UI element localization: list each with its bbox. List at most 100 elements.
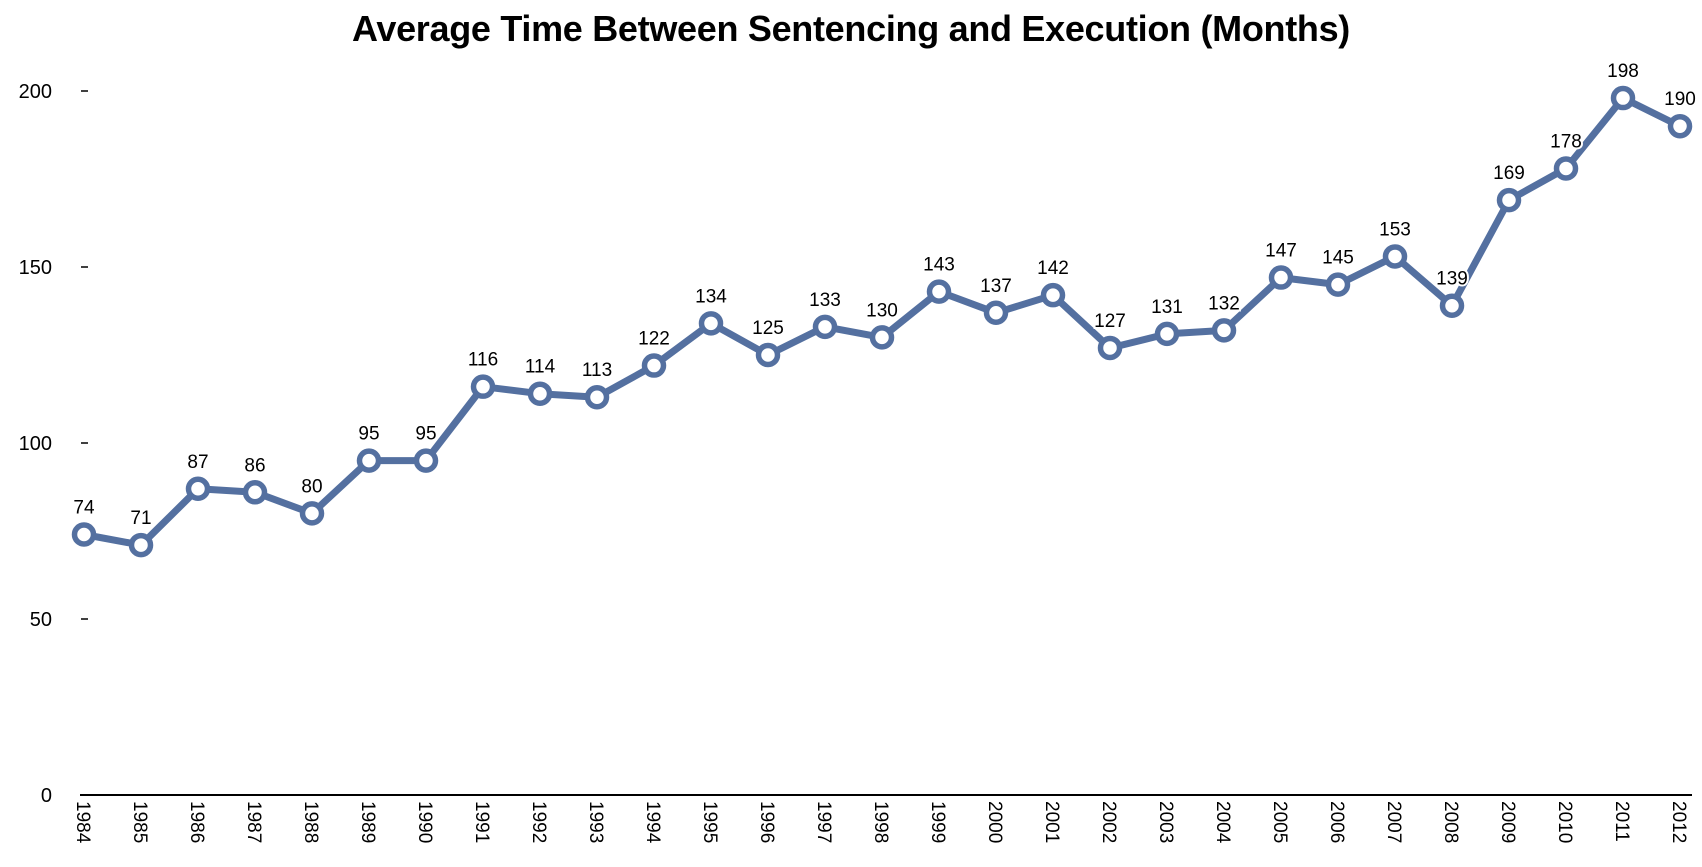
data-label: 132 bbox=[1208, 293, 1240, 314]
data-point-marker bbox=[1268, 265, 1294, 290]
data-label: 147 bbox=[1265, 241, 1297, 262]
data-point-marker bbox=[1382, 244, 1408, 269]
x-tick-label: 1995 bbox=[699, 801, 720, 843]
x-tick-label: 2001 bbox=[1041, 801, 1062, 843]
data-point-marker bbox=[698, 311, 724, 336]
chart-title: Average Time Between Sentencing and Exec… bbox=[352, 8, 1350, 49]
x-tick-label: 2012 bbox=[1668, 801, 1689, 843]
data-point-marker bbox=[983, 300, 1009, 326]
data-point-marker bbox=[641, 353, 667, 378]
data-label: 142 bbox=[1037, 258, 1069, 279]
data-point-marker bbox=[1553, 156, 1579, 181]
data-label: 130 bbox=[866, 300, 898, 321]
data-point-marker bbox=[1667, 113, 1693, 139]
data-label: 190 bbox=[1664, 89, 1696, 110]
x-tick-label: 2004 bbox=[1212, 801, 1233, 844]
x-tick-label: 2005 bbox=[1269, 801, 1290, 843]
data-label: 114 bbox=[525, 357, 556, 378]
data-label: 74 bbox=[73, 498, 95, 519]
x-tick-label: 1997 bbox=[813, 801, 834, 843]
data-point-marker bbox=[584, 384, 610, 410]
data-label: 153 bbox=[1379, 219, 1411, 240]
data-point-marker bbox=[1496, 187, 1522, 213]
data-point-marker bbox=[1211, 318, 1237, 343]
x-tick-label: 1988 bbox=[300, 801, 321, 843]
data-label: 134 bbox=[695, 286, 727, 307]
x-tick-label: 1992 bbox=[528, 801, 549, 843]
x-tick-label: 2006 bbox=[1326, 801, 1347, 843]
data-point-marker bbox=[1439, 293, 1465, 318]
data-label: 198 bbox=[1607, 61, 1639, 82]
x-tick-label: 2002 bbox=[1098, 801, 1119, 843]
data-label: 113 bbox=[582, 360, 612, 381]
y-tick-label: 100 bbox=[19, 433, 52, 455]
data-point-marker bbox=[527, 381, 553, 406]
y-tick-label: 0 bbox=[41, 785, 52, 807]
y-tick-label: 200 bbox=[19, 81, 52, 103]
data-label: 95 bbox=[415, 424, 436, 445]
data-point-marker bbox=[1325, 272, 1351, 297]
x-tick-label: 1984 bbox=[72, 801, 93, 844]
data-label: 139 bbox=[1436, 269, 1468, 290]
x-tick-label: 1985 bbox=[129, 801, 150, 843]
data-point-marker bbox=[812, 314, 838, 340]
data-label: 125 bbox=[752, 318, 784, 339]
y-tick-label: 50 bbox=[30, 609, 52, 631]
x-tick-label: 2010 bbox=[1554, 801, 1575, 843]
x-tick-label: 2009 bbox=[1497, 801, 1518, 843]
y-axis: 0 50 100 150 200 bbox=[19, 81, 88, 807]
data-label: 131 bbox=[1151, 297, 1183, 318]
x-tick-label: 1990 bbox=[414, 801, 435, 843]
data-label: 133 bbox=[809, 290, 841, 311]
x-tick-label: 1994 bbox=[642, 801, 663, 844]
data-point-marker bbox=[242, 480, 268, 505]
data-point-marker bbox=[869, 325, 895, 350]
data-point-marker bbox=[926, 279, 952, 304]
y-tick-label: 150 bbox=[19, 257, 52, 279]
x-tick-label: 2000 bbox=[984, 801, 1005, 843]
data-label: 116 bbox=[468, 350, 498, 371]
data-label: 143 bbox=[923, 255, 955, 276]
data-label: 80 bbox=[301, 476, 322, 497]
data-point-marker bbox=[71, 522, 97, 547]
data-label: 137 bbox=[980, 276, 1012, 297]
data-label: 71 bbox=[130, 508, 151, 529]
x-tick-label: 1996 bbox=[756, 801, 777, 843]
data-point-marker bbox=[356, 448, 382, 473]
x-tick-label: 2007 bbox=[1383, 801, 1404, 843]
x-tick-label: 2003 bbox=[1155, 801, 1176, 843]
x-tick-label: 1986 bbox=[186, 801, 207, 843]
data-label: 95 bbox=[358, 424, 379, 445]
data-label: 122 bbox=[638, 329, 670, 350]
data-series bbox=[71, 85, 1693, 558]
data-point-marker bbox=[470, 374, 496, 399]
data-point-marker bbox=[1154, 321, 1180, 347]
data-point-marker bbox=[299, 501, 325, 526]
x-tick-label: 2011 bbox=[1611, 801, 1632, 842]
x-tick-label: 1993 bbox=[585, 801, 606, 843]
data-point-marker bbox=[1040, 282, 1066, 308]
x-axis: 1984 1985 1986 1987 1988 1989 1990 1991 1992 1993… bbox=[72, 794, 1692, 844]
series-line bbox=[80, 94, 1684, 549]
x-tick-label: 1991 bbox=[471, 801, 492, 843]
data-point-marker bbox=[128, 532, 154, 558]
data-label: 86 bbox=[244, 455, 265, 476]
data-point-marker bbox=[755, 342, 781, 368]
x-tick-label: 1987 bbox=[243, 801, 264, 843]
data-label: 145 bbox=[1322, 248, 1354, 269]
data-point-marker bbox=[413, 448, 439, 473]
data-labels: 74 71 87 86 80 95 95 116 114 113 122 134 125 133 130 14… bbox=[71, 59, 1697, 531]
data-point-marker bbox=[1097, 335, 1123, 361]
x-tick-label: 1989 bbox=[357, 801, 378, 843]
data-label: 169 bbox=[1493, 163, 1525, 184]
x-tick-label: 2008 bbox=[1440, 801, 1461, 843]
x-tick-label: 1999 bbox=[927, 801, 948, 843]
x-tick-label: 1998 bbox=[870, 801, 891, 843]
data-label: 178 bbox=[1550, 131, 1582, 152]
data-point-marker bbox=[185, 476, 211, 502]
data-point-marker bbox=[1610, 85, 1636, 111]
data-label: 87 bbox=[187, 452, 208, 473]
data-label: 127 bbox=[1094, 311, 1126, 332]
